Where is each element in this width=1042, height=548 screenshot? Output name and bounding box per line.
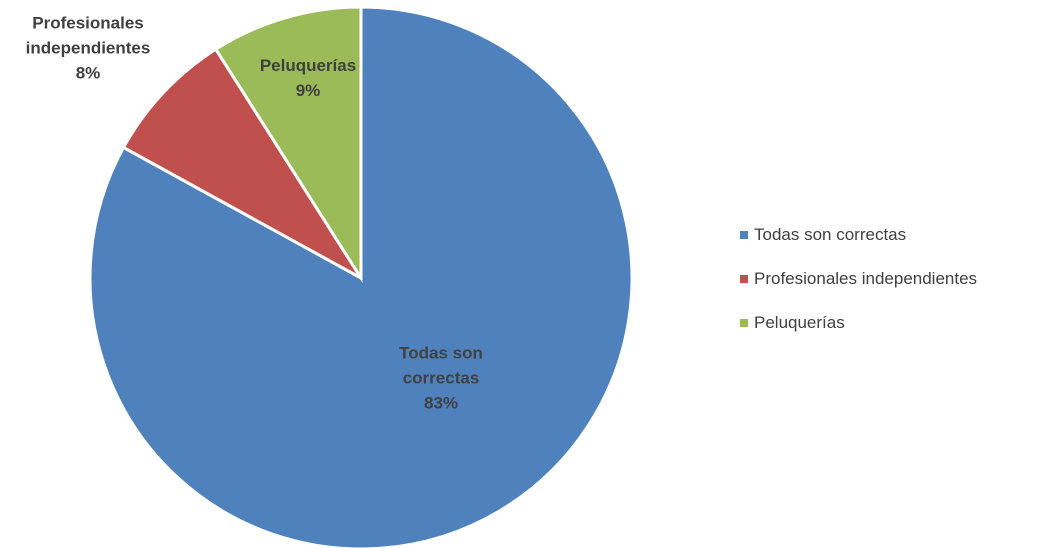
legend-entry: Peluquerías [740, 313, 845, 333]
pie-slice [88, 5, 634, 548]
data-label: Profesionales independientes 8% [3, 11, 173, 86]
legend-label: Todas son correctas [754, 225, 907, 244]
data-label-name: Todas son correctas [399, 343, 483, 388]
legend-label: Profesionales independientes [754, 269, 978, 288]
data-label-value: 8% [75, 63, 101, 83]
legend-entry: Todas son correctas [740, 225, 906, 245]
data-label-value: 83% [423, 393, 459, 413]
data-label: Peluquerías 9% [238, 53, 378, 103]
pie-slice [121, 47, 363, 280]
legend-swatch [740, 275, 748, 283]
pie-slice [213, 5, 363, 284]
data-label-name: Profesionales independientes [25, 13, 151, 58]
legend-entry: Profesionales independientes [740, 269, 977, 289]
data-label: Todas son correctas 83% [376, 341, 506, 416]
data-label-value: 9% [295, 81, 321, 100]
legend-swatch [740, 319, 748, 327]
legend-label: Peluquerías [754, 313, 845, 332]
legend-swatch [740, 231, 748, 239]
data-label-name: Peluquerías [259, 56, 357, 75]
